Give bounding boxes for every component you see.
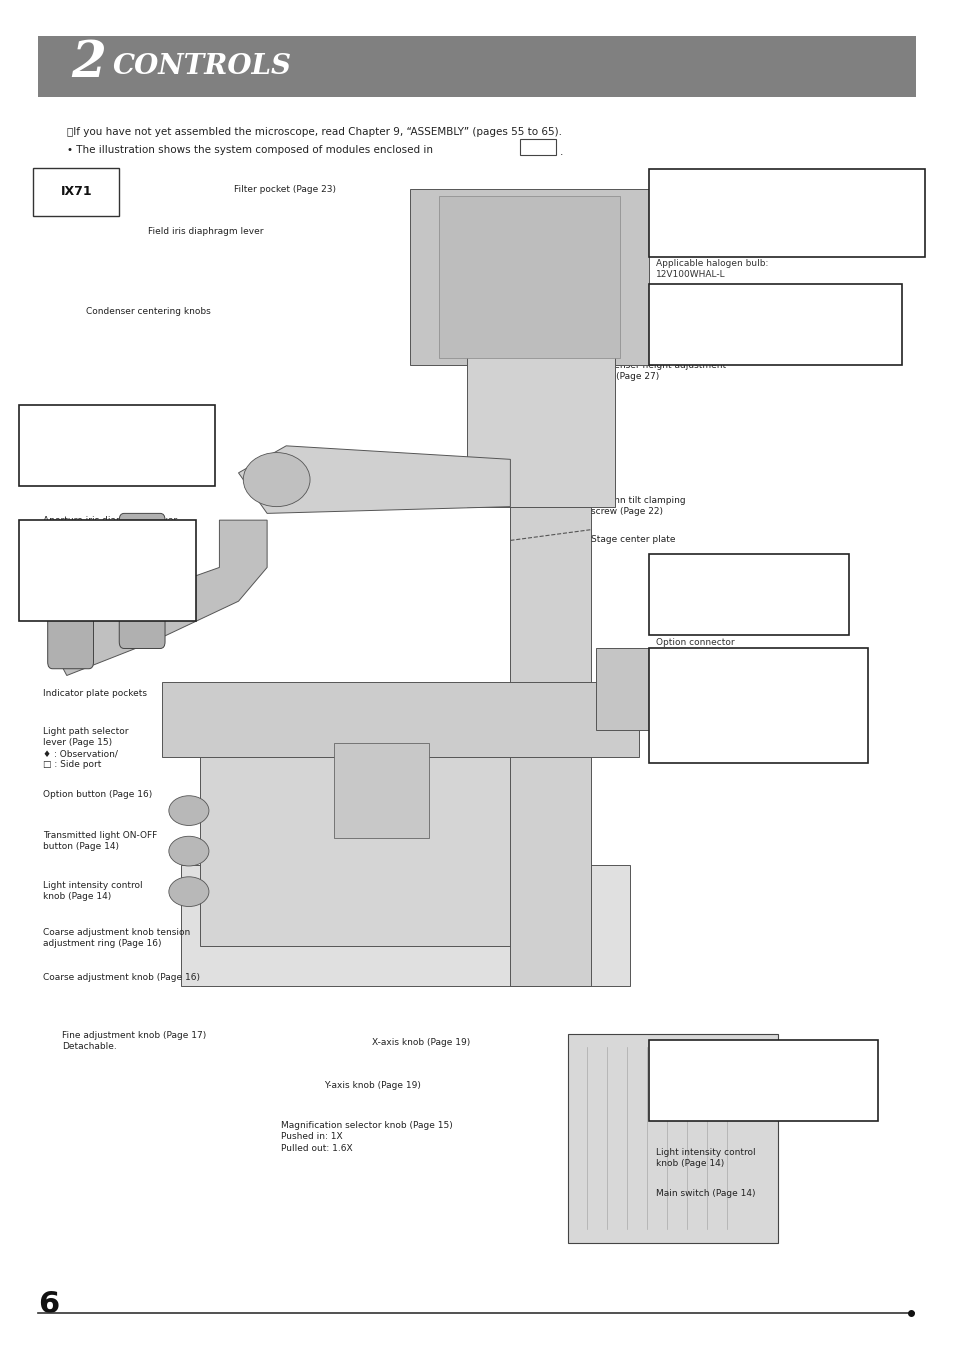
FancyBboxPatch shape [567, 1034, 777, 1243]
Text: ⓇIf you have not yet assembled the microscope, read Chapter 9, “ASSEMBLY” (pages: ⓇIf you have not yet assembled the micro… [67, 127, 561, 136]
Ellipse shape [169, 877, 209, 907]
FancyBboxPatch shape [410, 189, 648, 365]
Ellipse shape [243, 453, 310, 507]
Text: Cross Stage
IX2-SFR: Cross Stage IX2-SFR [712, 584, 784, 605]
FancyBboxPatch shape [334, 743, 429, 838]
Text: 2: 2 [71, 39, 106, 88]
Text: Transmitted light ON-OFF
button (Page 14): Transmitted light ON-OFF button (Page 14… [43, 831, 157, 851]
Text: .: . [559, 147, 563, 157]
Text: Column tilt clamping
screw (Page 22): Column tilt clamping screw (Page 22) [591, 496, 685, 516]
Text: Coarse adjustment knob (Page 16): Coarse adjustment knob (Page 16) [43, 973, 200, 982]
Text: Option button (Page 16): Option button (Page 16) [43, 790, 152, 800]
Text: Condenser centering knobs: Condenser centering knobs [86, 307, 211, 316]
Text: Option connector
(Page 16): Option connector (Page 16) [656, 638, 734, 658]
Text: Aperture iris diaphragm lever: Aperture iris diaphragm lever [43, 516, 177, 526]
Ellipse shape [169, 836, 209, 866]
FancyBboxPatch shape [467, 351, 615, 507]
FancyBboxPatch shape [510, 338, 591, 986]
Text: Halogen Lamp Housing
U-LH100L-3: Halogen Lamp Housing U-LH100L-3 [716, 201, 857, 224]
Text: Applicable halogen bulb:
12V100WHAL-L: Applicable halogen bulb: 12V100WHAL-L [656, 259, 768, 280]
Text: Light intensity control
knob (Page 14): Light intensity control knob (Page 14) [656, 1148, 755, 1169]
FancyBboxPatch shape [48, 520, 93, 669]
Text: Universal Condenser
IX2-LWUCD: Universal Condenser IX2-LWUCD [53, 435, 180, 457]
Text: 6: 6 [38, 1290, 59, 1319]
FancyBboxPatch shape [648, 554, 848, 635]
FancyBboxPatch shape [200, 730, 562, 946]
Text: Magnification selector knob (Page 15)
Pushed in: 1X
Pulled out: 1.6X: Magnification selector knob (Page 15) Pu… [281, 1121, 453, 1152]
Text: • The illustration shows the system composed of modules enclosed in: • The illustration shows the system comp… [67, 145, 433, 154]
FancyBboxPatch shape [119, 513, 165, 648]
Text: Light path selector
lever (Page 15)
♦ : Observation/
□ : Side port: Light path selector lever (Page 15) ♦ : … [43, 727, 129, 769]
Text: Coarse adjustment knob tension
adjustment ring (Page 16): Coarse adjustment knob tension adjustmen… [43, 928, 190, 948]
FancyBboxPatch shape [33, 168, 119, 216]
FancyBboxPatch shape [648, 648, 867, 763]
FancyBboxPatch shape [596, 648, 672, 730]
FancyBboxPatch shape [648, 169, 924, 257]
Text: IX71: IX71 [60, 185, 92, 199]
Text: Microscope
Frame
IX71S1F-3
IX71S8F-3: Microscope Frame IX71S1F-3 IX71S8F-3 [723, 682, 792, 730]
Text: CONTROLS: CONTROLS [112, 54, 292, 80]
FancyBboxPatch shape [181, 865, 629, 986]
Text: Tilting Binocular
Tube
U-TBI90: Tilting Binocular Tube U-TBI90 [57, 554, 157, 588]
Text: Condenser height adjustment
knob (Page 27): Condenser height adjustment knob (Page 2… [591, 361, 726, 381]
FancyBboxPatch shape [438, 196, 619, 358]
Ellipse shape [169, 796, 209, 825]
Polygon shape [52, 520, 267, 676]
FancyBboxPatch shape [648, 1040, 877, 1121]
Text: Illumination Column
IX2-ILL100: Illumination Column IX2-ILL100 [713, 313, 836, 335]
Text: Y-axis knob (Page 19): Y-axis knob (Page 19) [324, 1081, 421, 1090]
Polygon shape [238, 446, 510, 513]
FancyBboxPatch shape [162, 682, 639, 757]
FancyBboxPatch shape [19, 520, 195, 621]
Text: Power Supply Unit
TH4: Power Supply Unit TH4 [706, 1070, 819, 1092]
FancyBboxPatch shape [648, 284, 901, 365]
Text: Fine adjustment knob (Page 17)
Detachable.: Fine adjustment knob (Page 17) Detachabl… [62, 1031, 206, 1051]
Text: Field iris diaphragm lever: Field iris diaphragm lever [148, 227, 263, 236]
Text: Stage center plate: Stage center plate [591, 535, 676, 544]
FancyBboxPatch shape [38, 36, 915, 97]
Text: Indicator plate pockets: Indicator plate pockets [43, 689, 147, 698]
Bar [519, 139, 556, 155]
Text: Filter pocket (Page 23): Filter pocket (Page 23) [233, 185, 335, 195]
Text: X-axis knob (Page 19): X-axis knob (Page 19) [372, 1038, 470, 1047]
Text: Main switch (Page 14): Main switch (Page 14) [656, 1189, 755, 1198]
Text: Light intensity control
knob (Page 14): Light intensity control knob (Page 14) [43, 881, 142, 901]
FancyBboxPatch shape [19, 405, 214, 486]
